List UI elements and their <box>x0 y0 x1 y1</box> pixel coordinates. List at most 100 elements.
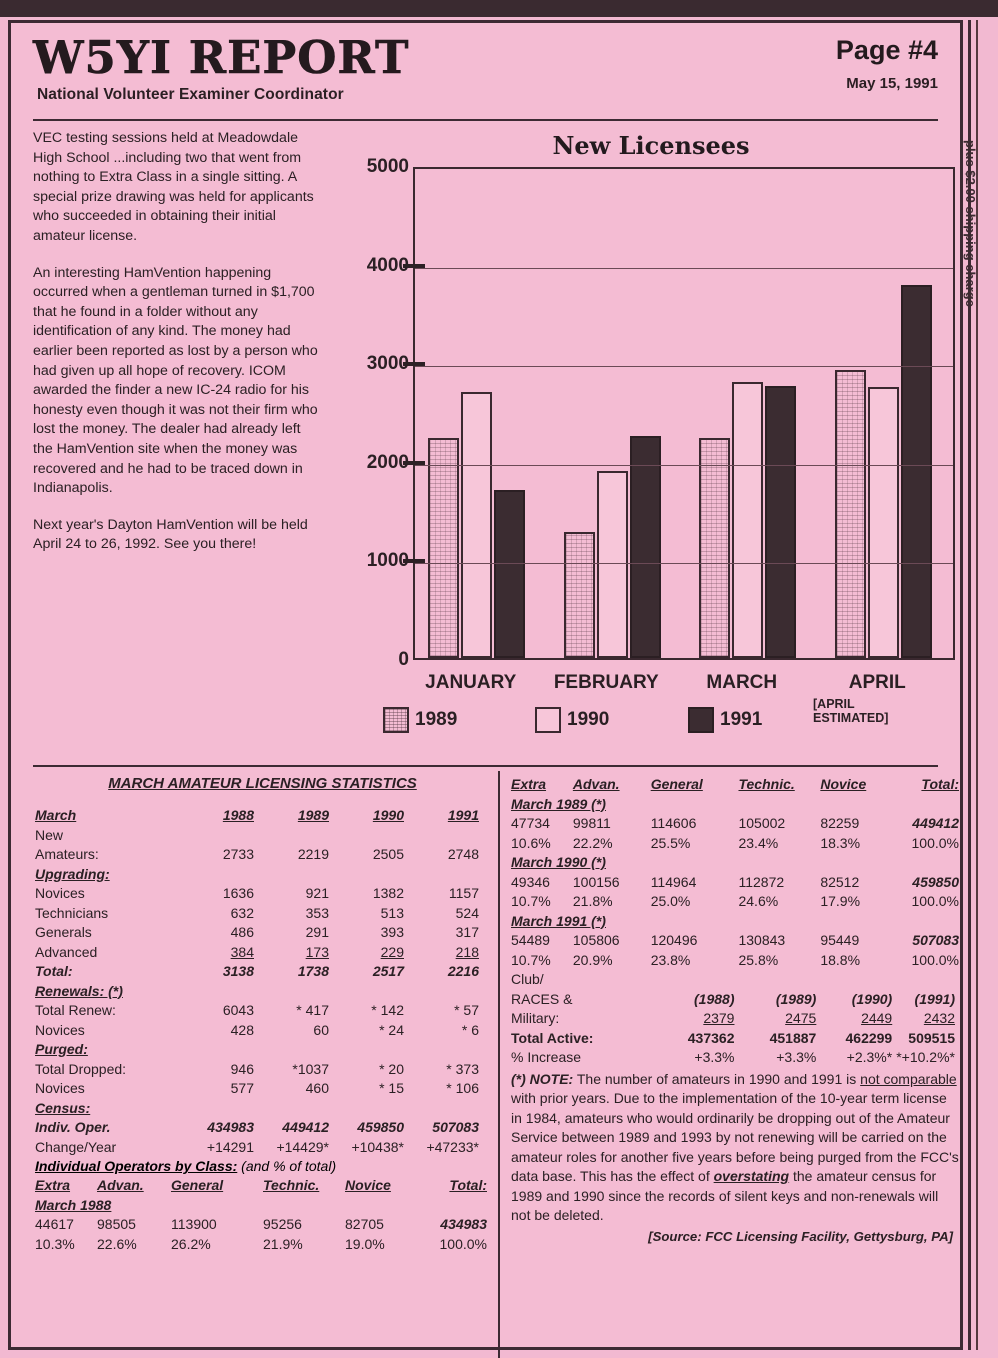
table-cell: * 106 <box>446 1080 479 1096</box>
right-club-cell <box>738 970 820 990</box>
legend-swatch-1990-icon <box>535 707 561 733</box>
right-statistics-table: Extra Advan. General Technic. Novice Total: Ma… <box>511 775 961 1244</box>
right-column-header: Technic. <box>738 776 795 792</box>
chart-x-label-february: FEBRUARY <box>553 672 659 693</box>
chart-bar-1991-february <box>629 436 661 658</box>
class-cell: 82705 <box>345 1216 384 1232</box>
chart-bar-1991-march <box>765 385 797 658</box>
row-label: Census: <box>35 1099 91 1116</box>
row-label: Change/Year <box>35 1138 117 1155</box>
class-cell: 95256 <box>263 1216 302 1232</box>
chart-plot-area <box>413 167 955 660</box>
table-row: Purged: <box>35 1040 485 1060</box>
right-club-cell <box>896 970 959 990</box>
class-column-header: Extra <box>35 1177 71 1193</box>
right-header-row: Extra Advan. General Technic. Novice Total: <box>511 775 959 795</box>
right-cell: 459850 <box>912 873 959 890</box>
footnote-note: (*) NOTE: The number of amateurs in 1990… <box>511 1070 961 1226</box>
table-cell: * 373 <box>446 1060 479 1077</box>
right-cell: 25.8% <box>738 951 779 968</box>
table-cell: 2216 <box>447 963 479 979</box>
chart-annotation-line2: ESTIMATED] <box>813 711 889 725</box>
right-period-row: March 1991 (*) <box>511 912 959 932</box>
row-label: Technicians <box>35 904 109 921</box>
table-cell: 434983 <box>207 1119 254 1135</box>
right-cell: 10.6% <box>511 834 551 851</box>
right-cell: 100156 <box>572 873 620 890</box>
right-club-row: Total Active: 437362 451887 462299 509515 <box>511 1029 959 1049</box>
row-label: Generals <box>35 924 92 940</box>
table-cell: 2505 <box>372 846 404 862</box>
table-cell <box>185 1099 260 1119</box>
page-number: Page #4 <box>835 35 938 65</box>
table-cell <box>335 982 410 1002</box>
right-period-row: March 1989 (*) <box>511 795 959 815</box>
table-cell <box>260 826 335 846</box>
masthead: W5YI REPORT National Volunteer Examiner … <box>11 23 960 115</box>
right-period-label: March 1991 (*) <box>511 912 606 929</box>
table-row: Change/Year +14291 +14429* +10438* +47233* <box>35 1138 485 1158</box>
chart-y-tick-mark <box>403 460 425 465</box>
right-cell: 25.5% <box>650 834 691 851</box>
right-club-label: RACES & <box>511 990 573 1007</box>
chart-y-tick-mark <box>403 362 425 367</box>
chart-y-tick-label: 5000 <box>366 156 409 177</box>
story-paragraph-3: Next year's Dayton HamVention will be he… <box>33 516 308 553</box>
chart-gridline <box>415 563 953 565</box>
chart-gridline <box>415 267 953 269</box>
class-column-header: Advan. <box>97 1177 144 1193</box>
legend-swatch-1991-icon <box>688 707 714 733</box>
class-counts-row: 44617 98505 113900 95256 82705 434983 <box>35 1215 487 1235</box>
class-cell: 434983 <box>440 1216 487 1232</box>
right-club-cell: 509515 <box>908 1029 955 1046</box>
chart-x-label-april: APRIL <box>848 672 906 693</box>
table-cell <box>410 1099 485 1119</box>
table-row: New <box>35 826 485 846</box>
table-cell <box>260 865 335 885</box>
story-paragraph-1: VEC testing sessions held at Meadowdale … <box>33 130 314 244</box>
right-cell: 449412 <box>912 815 959 831</box>
chart-x-label-january: JANUARY <box>425 672 517 693</box>
right-club-cell: 462299 <box>845 1029 893 1046</box>
left-table-heading: MARCH AMATEUR LICENSING STATISTICS <box>108 775 417 792</box>
right-cell: 10.7% <box>511 951 551 968</box>
right-club-row: Military: 2379 2475 2449 2432 <box>511 1009 959 1029</box>
right-column-header: General <box>650 776 703 792</box>
right-cell: 99811 <box>572 815 611 831</box>
right-cell: 130843 <box>738 932 786 948</box>
right-club-label: Total Active: <box>511 1029 594 1046</box>
legend-item-1991: 1991 <box>688 707 762 733</box>
right-cell: 100.0% <box>911 834 959 851</box>
table-cell <box>410 982 485 1002</box>
class-period-label: March 1988 <box>35 1196 112 1213</box>
table-cell: +47233* <box>426 1138 479 1155</box>
right-cell: 20.9% <box>572 951 613 968</box>
row-label: Novices <box>35 885 85 901</box>
right-cell: 21.8% <box>572 893 613 909</box>
table-cell: 921 <box>305 885 329 901</box>
class-cell: 19.0% <box>345 1235 385 1252</box>
legend-item-1990: 1990 <box>535 707 609 733</box>
table-cell: 946 <box>230 1060 254 1077</box>
table-cell: +10438* <box>351 1138 404 1155</box>
right-cell: 120496 <box>650 932 698 948</box>
chart-bar-1989-march <box>699 438 731 658</box>
class-cell: 113900 <box>171 1216 217 1232</box>
class-period-row: March 1988 <box>35 1196 487 1216</box>
chart-bar-1989-april <box>834 370 866 658</box>
chart-y-tick-mark <box>403 559 425 564</box>
row-label: Total: <box>35 963 73 979</box>
footnote-prefix: (*) NOTE: <box>511 1070 574 1087</box>
right-club-cell <box>651 970 739 990</box>
right-cell: 47734 <box>511 815 550 831</box>
chart-bar-1990-january <box>461 391 493 658</box>
right-cell: 23.8% <box>650 951 691 968</box>
table-cell <box>185 1040 260 1060</box>
right-club-cell: 2449 <box>861 1010 893 1026</box>
table-cell <box>335 826 410 846</box>
class-column-header: Total: <box>449 1177 487 1193</box>
right-data-row: 10.6% 22.2% 25.5% 23.4% 18.3% 100.0% <box>511 834 959 854</box>
chart-gridline <box>415 366 953 368</box>
row-label: Upgrading: <box>35 865 110 882</box>
